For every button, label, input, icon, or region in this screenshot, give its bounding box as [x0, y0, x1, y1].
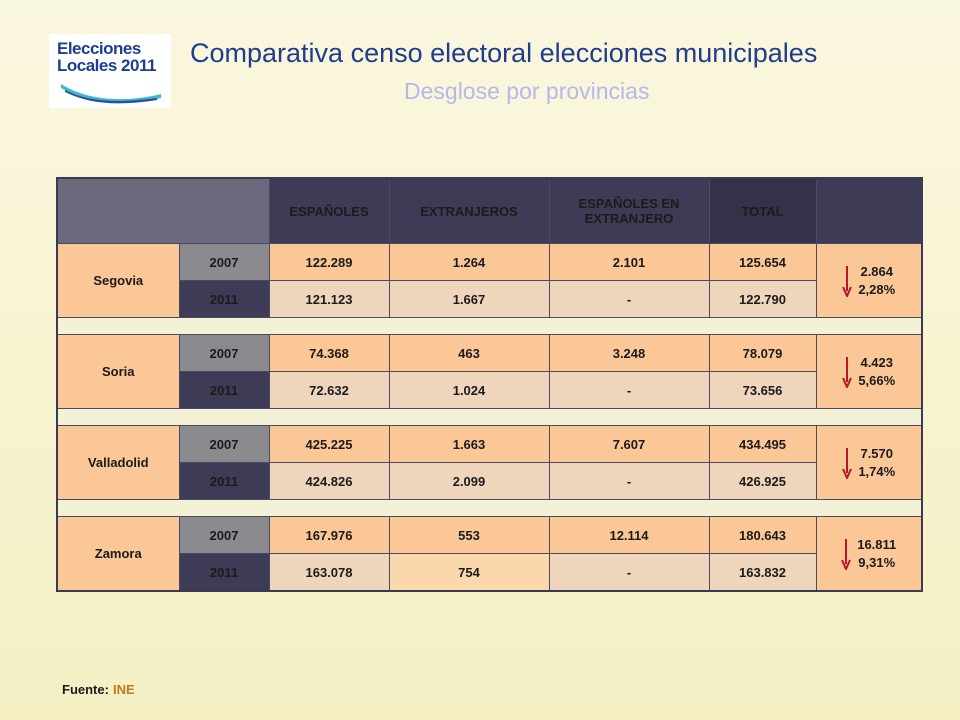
source-note: Fuente: INE	[62, 682, 135, 697]
province-name: Soria	[56, 334, 180, 409]
extranjeros-cell: 553	[388, 516, 550, 554]
table-row: Soria 2007 74.368 463 3.248 78.079 4.423 5,66%	[56, 334, 923, 409]
espanoles-cell: 122.289	[268, 243, 390, 281]
year-cell: 2011	[178, 280, 270, 318]
espanoles-cell: 424.826	[268, 462, 390, 500]
header-espanoles-extranjero: ESPAÑOLES EN EXTRANJERO	[548, 177, 710, 244]
table-row: 2011 163.078 754-163.832	[57, 553, 922, 592]
total-cell: 180.643	[708, 516, 817, 554]
espanoles-cell: 163.078	[268, 553, 390, 592]
spacer-cell	[56, 408, 923, 426]
header-espanoles: ESPAÑOLES	[268, 177, 390, 244]
esp-extranjero-cell: -	[548, 462, 710, 500]
extranjeros-cell: 1.667	[388, 280, 550, 318]
total-cell: 78.079	[708, 334, 817, 372]
difference-value: 2.864	[860, 263, 894, 279]
header-diff-blank	[815, 177, 923, 244]
total-cell: 122.790	[708, 280, 817, 318]
espanoles-cell: 72.632	[268, 371, 390, 409]
header-total: TOTAL	[708, 177, 817, 244]
table-row: Valladolid 2007 425.225 1.663 7.607 434.495 7.…	[56, 425, 923, 500]
year-cell: 2011	[178, 553, 270, 592]
spacer-cell	[56, 317, 923, 335]
extranjeros-cell: 463	[388, 334, 550, 372]
census-table: ESPAÑOLES EXTRANJEROS ESPAÑOLES EN EXTRA…	[56, 177, 923, 592]
source-value: INE	[112, 682, 135, 697]
source-label: Fuente:	[62, 682, 109, 697]
year-cell: 2007	[178, 243, 270, 281]
extranjeros-cell: 754	[388, 553, 550, 592]
table-row: 2011 121.123 1.667-122.790	[57, 280, 922, 318]
total-cell: 73.656	[708, 371, 817, 409]
down-arrow-icon	[841, 538, 852, 570]
table-row: 2011 424.826 2.099-426.925	[57, 462, 922, 500]
table-header-row: ESPAÑOLES EXTRANJEROS ESPAÑOLES EN EXTRA…	[56, 177, 923, 244]
spacer-row	[56, 499, 923, 517]
extranjeros-cell: 2.099	[388, 462, 550, 500]
esp-extranjero-cell: 12.114	[548, 516, 710, 554]
header-extranjeros: EXTRANJEROS	[388, 177, 550, 244]
total-cell: 163.832	[708, 553, 817, 592]
table-row: Zamora 2007 167.976 553 12.114 180.643 16.811 9…	[56, 516, 923, 592]
spacer-row	[56, 408, 923, 426]
table-row: 2011 72.632 1.024-73.656	[57, 371, 922, 409]
year-cell: 2007	[178, 516, 270, 554]
elecciones-logo: Elecciones Locales 2011	[49, 34, 171, 108]
page-title: Comparativa censo electoral elecciones m…	[190, 38, 818, 68]
year-cell: 2011	[178, 371, 270, 409]
espanoles-cell: 121.123	[268, 280, 390, 318]
esp-extranjero-cell: -	[548, 280, 710, 318]
difference-values: 4.423 5,66%	[858, 354, 895, 390]
difference-values: 7.570 1,74%	[858, 445, 895, 481]
difference-percent: 2,28%	[858, 281, 896, 297]
difference-value: 16.811	[857, 536, 897, 552]
espanoles-cell: 425.225	[268, 425, 390, 463]
total-cell: 434.495	[708, 425, 817, 463]
extranjeros-cell: 1.264	[388, 243, 550, 281]
espanoles-cell: 74.368	[268, 334, 390, 372]
year-cell: 2007	[178, 334, 270, 372]
difference-cell: 16.811 9,31%	[815, 516, 923, 592]
difference-percent: 9,31%	[858, 554, 896, 570]
difference-values: 16.811 9,31%	[857, 536, 896, 572]
page-subtitle: Desglose por provincias	[404, 78, 650, 104]
table-body: Segovia 2007 122.289 1.264 2.101 125.654 2.864…	[56, 243, 923, 592]
province-name: Zamora	[56, 516, 180, 592]
province-name: Segovia	[56, 243, 180, 318]
province-name: Valladolid	[56, 425, 180, 500]
difference-value: 4.423	[860, 354, 894, 370]
spacer-row	[56, 317, 923, 335]
espanoles-cell: 167.976	[268, 516, 390, 554]
esp-extranjero-cell: -	[548, 371, 710, 409]
difference-percent: 5,66%	[858, 372, 896, 388]
esp-extranjero-cell: 7.607	[548, 425, 710, 463]
year-cell: 2007	[178, 425, 270, 463]
down-arrow-icon	[842, 447, 853, 479]
esp-extranjero-cell: -	[548, 553, 710, 592]
extranjeros-cell: 1.663	[388, 425, 550, 463]
year-cell: 2011	[178, 462, 270, 500]
logo-swoosh-icon	[61, 84, 161, 104]
table-row: Segovia 2007 122.289 1.264 2.101 125.654 2.864…	[56, 243, 923, 318]
down-arrow-icon	[842, 356, 853, 388]
esp-extranjero-cell: 2.101	[548, 243, 710, 281]
logo-line-1: Elecciones	[57, 39, 141, 58]
header-blank-cell	[56, 177, 270, 244]
difference-percent: 1,74%	[858, 463, 896, 479]
difference-cell: 4.423 5,66%	[815, 334, 923, 409]
difference-cell: 7.570 1,74%	[815, 425, 923, 500]
difference-cell: 2.864 2,28%	[815, 243, 923, 318]
down-arrow-icon	[842, 265, 853, 297]
spacer-cell	[56, 499, 923, 517]
difference-value: 7.570	[860, 445, 894, 461]
logo-line-2: Locales 2011	[57, 56, 156, 75]
esp-extranjero-cell: 3.248	[548, 334, 710, 372]
total-cell: 125.654	[708, 243, 817, 281]
extranjeros-cell: 1.024	[388, 371, 550, 409]
total-cell: 426.925	[708, 462, 817, 500]
difference-values: 2.864 2,28%	[858, 263, 895, 299]
